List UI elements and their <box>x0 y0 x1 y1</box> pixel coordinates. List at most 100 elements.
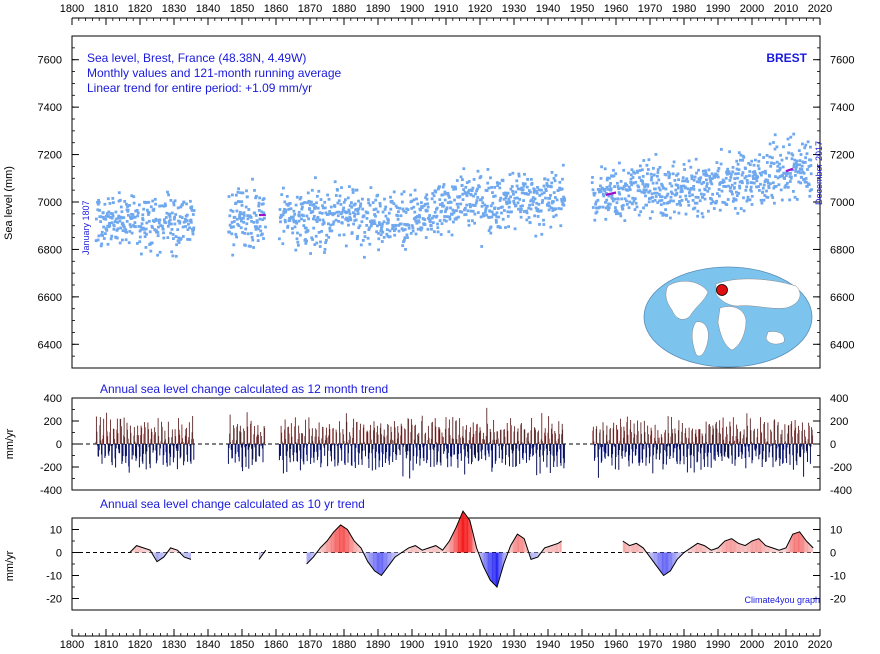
monthly-point <box>628 201 631 204</box>
monthly-point <box>512 172 515 175</box>
monthly-point <box>718 188 721 191</box>
monthly-point <box>169 215 172 218</box>
monthly-point <box>804 156 807 159</box>
monthly-point <box>364 235 367 238</box>
monthly-point <box>792 133 795 136</box>
monthly-point <box>642 183 645 186</box>
monthly-point <box>725 203 728 206</box>
monthly-point <box>357 200 360 203</box>
monthly-point <box>175 235 178 238</box>
monthly-point <box>488 229 491 232</box>
monthly-point <box>544 177 547 180</box>
monthly-point <box>387 221 390 224</box>
monthly-point <box>491 211 494 214</box>
monthly-point <box>771 196 774 199</box>
monthly-point <box>559 224 562 227</box>
change-10-year-fill <box>464 513 465 553</box>
monthly-point <box>495 221 498 224</box>
monthly-point <box>153 208 156 211</box>
monthly-point <box>773 162 776 165</box>
monthly-point <box>631 202 634 205</box>
monthly-point <box>403 239 406 242</box>
monthly-point <box>750 160 753 163</box>
monthly-point <box>337 220 340 223</box>
monthly-point <box>374 199 377 202</box>
monthly-point <box>100 215 103 218</box>
monthly-point <box>620 180 623 183</box>
monthly-point <box>98 201 101 204</box>
monthly-point <box>672 200 675 203</box>
start-note: January 1807 <box>81 200 91 255</box>
top-x-tick-label: 1920 <box>468 3 492 15</box>
monthly-point <box>257 205 260 208</box>
monthly-point <box>374 215 377 218</box>
monthly-point <box>783 177 786 180</box>
monthly-point <box>540 233 543 236</box>
panel-frame-3 <box>72 518 820 610</box>
bottom-x-tick-label: 1950 <box>570 639 594 649</box>
monthly-point <box>524 183 527 186</box>
change-10-year-fill <box>630 545 631 552</box>
monthly-point <box>341 211 344 214</box>
bottom-x-tick-label: 1980 <box>672 639 696 649</box>
monthly-point <box>656 175 659 178</box>
monthly-point <box>501 206 504 209</box>
monthly-point <box>801 168 804 171</box>
monthly-point <box>436 226 439 229</box>
monthly-point <box>612 169 615 172</box>
monthly-point <box>749 198 752 201</box>
monthly-point <box>427 206 430 209</box>
change-10-year-fill <box>454 530 455 553</box>
monthly-point <box>138 204 141 207</box>
monthly-point <box>789 136 792 139</box>
monthly-point <box>457 203 460 206</box>
monthly-point <box>369 204 372 207</box>
monthly-point <box>489 176 492 179</box>
monthly-point <box>123 226 126 229</box>
monthly-point <box>455 209 458 212</box>
monthly-point <box>311 238 314 241</box>
monthly-point <box>336 189 339 192</box>
change-12-month-bars <box>72 408 820 479</box>
monthly-point <box>453 199 456 202</box>
monthly-point <box>157 231 160 234</box>
monthly-point <box>410 232 413 235</box>
monthly-point <box>158 219 161 222</box>
monthly-point <box>259 218 262 221</box>
monthly-point <box>604 218 607 221</box>
change-10-year-fill <box>520 536 521 553</box>
monthly-point <box>633 172 636 175</box>
monthly-point <box>648 200 651 203</box>
monthly-point <box>767 196 770 199</box>
monthly-point <box>652 182 655 185</box>
top-x-tick-label: 1800 <box>60 3 84 15</box>
monthly-point <box>119 199 122 202</box>
monthly-point <box>808 195 811 198</box>
monthly-point <box>517 208 520 211</box>
monthly-point <box>494 195 497 198</box>
monthly-point <box>551 171 554 174</box>
monthly-point <box>746 179 749 182</box>
monthly-point <box>545 189 548 192</box>
monthly-point <box>514 191 517 194</box>
monthly-point <box>600 177 603 180</box>
monthly-point <box>408 224 411 227</box>
monthly-point <box>356 189 359 192</box>
monthly-point <box>315 201 318 204</box>
panel-12-month-title: Annual sea level change calculated as 12… <box>100 382 388 396</box>
monthly-point <box>120 206 123 209</box>
change-10-year-fill <box>349 531 350 552</box>
monthly-point <box>769 165 772 168</box>
monthly-point <box>708 169 711 172</box>
monthly-point <box>337 214 340 217</box>
monthly-point <box>119 220 122 223</box>
monthly-point <box>810 164 813 167</box>
monthly-point <box>261 233 264 236</box>
monthly-point <box>774 175 777 178</box>
monthly-point <box>655 195 658 198</box>
station-label: BREST <box>766 51 807 65</box>
monthly-point <box>128 204 131 207</box>
monthly-point <box>737 192 740 195</box>
monthly-point <box>617 187 620 190</box>
monthly-point <box>503 209 506 212</box>
